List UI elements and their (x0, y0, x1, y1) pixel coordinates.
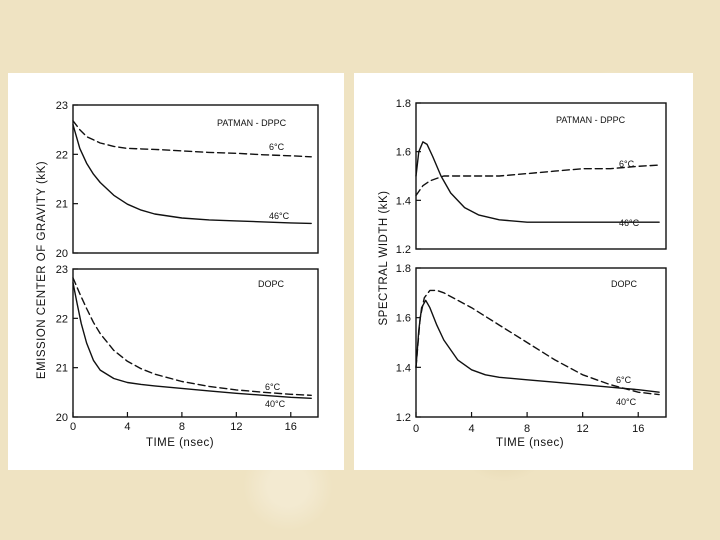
series-label: 40°C (265, 399, 286, 409)
y-tick-label: 1.6 (396, 147, 411, 159)
chart-title: PATMAN - DPPC (217, 118, 287, 128)
series-line-solid (72, 282, 312, 399)
x-tick-label: 16 (285, 421, 297, 433)
chart-2: 20 21 22 23 0 4 8 12 16 6°C 40°C DOPC TIME (nsec) (56, 264, 319, 449)
series-line-dashed (72, 120, 312, 158)
plot-frame (72, 268, 319, 418)
x-tick-label: 4 (468, 423, 474, 435)
series-label: 6°C (616, 375, 632, 385)
series-line-dashed (415, 289, 660, 396)
x-tick-label: 0 (70, 421, 76, 433)
y-tick-label: 21 (56, 199, 68, 211)
y-tick-label: 20 (56, 248, 68, 260)
y-axis-label: SPECTRAL WIDTH (kK) (378, 191, 390, 326)
y-axis-label: EMISSION CENTER OF GRAVITY (kK) (36, 161, 48, 379)
x-tick-label: 0 (413, 423, 419, 435)
series-line-solid (415, 299, 660, 393)
left-figure-panel (8, 73, 344, 470)
y-tick-label: 22 (56, 149, 68, 161)
series-line-dashed (72, 277, 312, 396)
x-tick-label: 4 (124, 421, 130, 433)
chart-4: 1.2 1.4 1.6 1.8 0 4 8 12 16 6°C 40°C DOPC TIME (nsec… (396, 263, 667, 449)
series-line-solid (415, 141, 660, 223)
y-tick-label: 1.4 (396, 362, 411, 374)
chart-1: 20 21 22 23 6°C 46°C PATMAN - DPPC EMISSION CEN… (36, 100, 319, 379)
y-tick-label: 21 (56, 363, 68, 375)
y-tick-label: 20 (56, 412, 68, 424)
x-axis-label: TIME (nsec) (146, 437, 214, 449)
series-label: 46°C (619, 218, 640, 228)
plot-frame (72, 104, 319, 254)
chart-title: DOPC (611, 279, 638, 289)
x-tick-label: 8 (524, 423, 530, 435)
chart-3: 1.2 1.4 1.6 1.8 6°C 46°C PATMAN - DPPC SPECTRAL… (378, 98, 667, 326)
y-tick-label: 23 (56, 100, 68, 112)
y-tick-label: 1.8 (396, 98, 411, 110)
x-tick-label: 8 (179, 421, 185, 433)
x-tick-label: 16 (632, 423, 644, 435)
y-tick-label: 23 (56, 264, 68, 276)
series-label: 6°C (265, 382, 281, 392)
y-tick-label: 1.2 (396, 244, 411, 256)
right-figure-panel (354, 73, 693, 470)
y-tick-label: 1.8 (396, 263, 411, 275)
series-line-dashed (415, 164, 660, 197)
y-tick-label: 22 (56, 313, 68, 325)
chart-title: PATMAN - DPPC (556, 115, 626, 125)
series-label: 40°C (616, 397, 637, 407)
series-label: 6°C (619, 159, 635, 169)
y-tick-label: 1.6 (396, 313, 411, 325)
series-label: 46°C (269, 211, 290, 221)
x-tick-label: 12 (230, 421, 242, 433)
y-tick-label: 1.4 (396, 195, 411, 207)
series-label: 6°C (269, 142, 285, 152)
plot-frame (415, 267, 667, 418)
series-line-solid (72, 124, 312, 225)
x-axis-label: TIME (nsec) (496, 437, 564, 449)
chart-title: DOPC (258, 279, 285, 289)
x-tick-label: 12 (577, 423, 589, 435)
y-tick-label: 1.2 (396, 412, 411, 424)
